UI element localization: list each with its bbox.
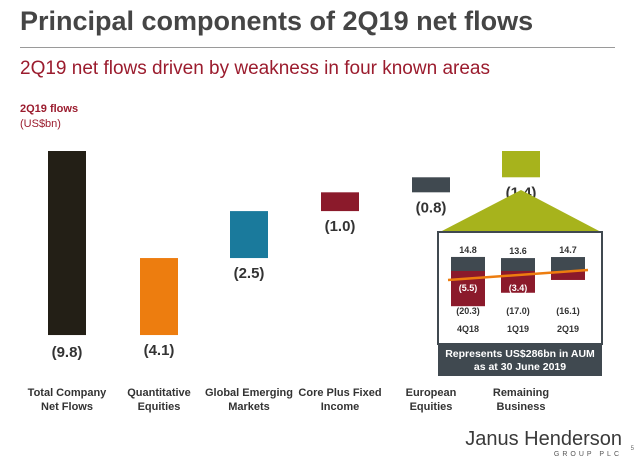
- bar-1: [140, 258, 178, 336]
- inset-net-label: (3.4): [509, 283, 528, 293]
- bar-value-label: (9.8): [52, 344, 83, 361]
- page-number: 5: [630, 446, 634, 452]
- bar-4: [412, 177, 450, 193]
- brand-logo-text: Janus Henderson: [465, 428, 622, 450]
- category-label: Income: [321, 401, 360, 413]
- callout-triangle: [440, 190, 601, 232]
- inset-outflow-label: (16.1): [556, 306, 580, 316]
- page-title: Principal components of 2Q19 net flows: [20, 6, 534, 36]
- category-label: Remaining: [493, 387, 549, 399]
- bar-value-label: (2.5): [234, 265, 265, 282]
- waterfall-chart: (9.8) (4.1) (2.5) (1.0) (0.8) (1.4) Total Comp…: [28, 151, 603, 413]
- inset-period-label: 4Q18: [457, 324, 479, 334]
- bar-5: [502, 151, 540, 178]
- bar-value-label: (1.0): [325, 218, 356, 235]
- category-label: Net Flows: [41, 401, 93, 413]
- inset-outflow-label: (17.0): [506, 306, 530, 316]
- bar-value-label: (0.8): [416, 199, 447, 216]
- bar-3: [321, 192, 359, 212]
- y-axis-label: 2Q19 flows: [20, 103, 79, 115]
- bar-value-label: (4.1): [144, 342, 175, 359]
- category-label: Equities: [410, 401, 453, 413]
- inset-caption-line1: Represents US$286bn in AUM: [445, 348, 595, 360]
- inset-trend-line: [447, 268, 589, 282]
- inset-period-label: 2Q19: [557, 324, 579, 334]
- category-label: Business: [497, 401, 546, 413]
- category-label: Quantitative: [127, 387, 191, 399]
- inset-caption-line2: as at 30 June 2019: [474, 361, 566, 373]
- inset-inflow-label: 14.8: [459, 245, 477, 255]
- title-divider: [20, 47, 615, 48]
- inset-period-label: 1Q19: [507, 324, 529, 334]
- y-axis-unit: (US$bn): [20, 118, 61, 130]
- bar-2: [230, 211, 268, 259]
- bar-0: [48, 151, 86, 336]
- inset-inflow-bar: [551, 257, 585, 271]
- category-label: Global Emerging: [205, 387, 293, 399]
- inset-net-label: (1.4): [559, 283, 578, 293]
- inset-net-label: (5.5): [459, 283, 478, 293]
- inset-outflow-bar: [551, 271, 585, 280]
- inset-inflow-bar: [501, 258, 535, 271]
- category-label: European: [406, 387, 457, 399]
- inset-outflow-label: (20.3): [456, 306, 480, 316]
- brand-logo-subtext: GROUP PLC: [553, 451, 622, 458]
- inset-inflow-label: 14.7: [559, 245, 577, 255]
- page-subtitle: 2Q19 net flows driven by weakness in fou…: [20, 58, 490, 79]
- category-label: Core Plus Fixed: [298, 387, 381, 399]
- category-label: Equities: [138, 401, 181, 413]
- category-label: Markets: [228, 401, 270, 413]
- category-label: Total Company: [28, 387, 108, 399]
- inset-inflow-label: 13.6: [509, 246, 527, 256]
- inset-caption-box: [438, 344, 602, 376]
- inset-inflow-bar: [451, 256, 485, 271]
